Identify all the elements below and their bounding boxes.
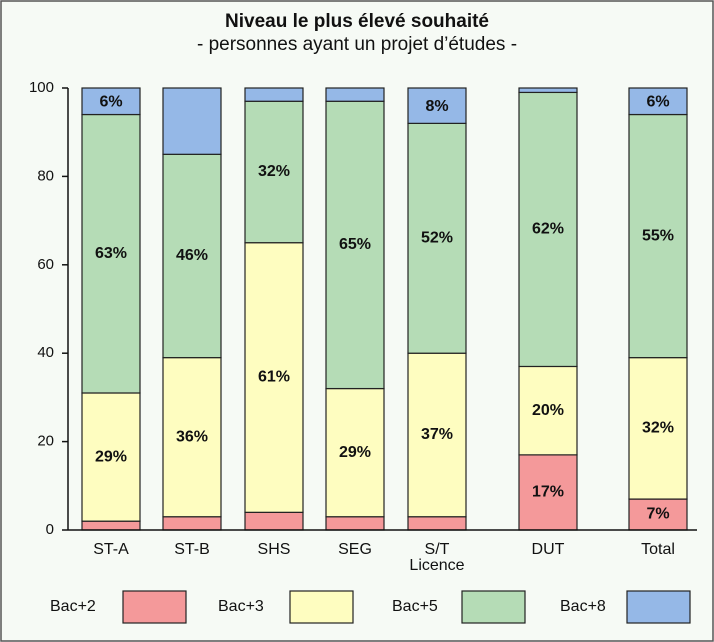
bar-segment xyxy=(628,87,688,116)
bar-segment xyxy=(81,392,141,522)
bar-segment xyxy=(325,100,385,390)
x-tick-label: DUT xyxy=(531,541,565,558)
legend-label: Bac+5 xyxy=(392,598,438,615)
bar-segment xyxy=(81,87,141,116)
bar-segment xyxy=(162,153,222,359)
value-label: 8% xyxy=(425,98,448,115)
value-label: 6% xyxy=(646,93,669,110)
bar-segment xyxy=(518,365,578,456)
bar-segment xyxy=(407,87,467,124)
bar-segment xyxy=(407,516,467,531)
bar-segment xyxy=(325,387,385,518)
bar-segment xyxy=(407,122,467,354)
x-tick-label: S/T Licence xyxy=(409,541,465,574)
value-label: 52% xyxy=(421,229,453,246)
bar-segment xyxy=(244,87,304,102)
value-label: 36% xyxy=(176,428,208,445)
chart-title: Niveau le plus élevé souhaité xyxy=(225,11,489,32)
bar-segment xyxy=(81,113,141,394)
bar-segment xyxy=(325,516,385,531)
legend-label: Bac+2 xyxy=(50,598,96,615)
y-tick-label: 40 xyxy=(37,344,54,361)
value-label: 17% xyxy=(532,484,564,501)
bar-segment xyxy=(162,516,222,531)
x-tick-label: ST-A xyxy=(93,541,129,558)
value-label: 55% xyxy=(642,227,674,244)
value-label: 29% xyxy=(339,444,371,461)
legend-swatch xyxy=(122,590,187,624)
x-tick-label: ST-B xyxy=(174,541,210,558)
legend-label: Bac+3 xyxy=(218,598,264,615)
x-tick-label: SEG xyxy=(338,541,372,558)
value-label: 32% xyxy=(258,163,290,180)
bar-segment xyxy=(628,113,688,359)
value-label: 20% xyxy=(532,402,564,419)
y-tick-label: 80 xyxy=(37,167,54,184)
value-label: 61% xyxy=(258,369,290,386)
bar-segment xyxy=(81,520,141,531)
bar-segment xyxy=(162,87,222,155)
value-label: 65% xyxy=(339,236,371,253)
bar-segment xyxy=(518,91,578,368)
legend-swatch xyxy=(289,590,354,624)
legend-swatch xyxy=(461,590,526,624)
bar-segment xyxy=(244,511,304,531)
legend-label: Bac+8 xyxy=(560,598,606,615)
value-label: 63% xyxy=(95,245,127,262)
value-label: 37% xyxy=(421,426,453,443)
legend-swatch xyxy=(626,590,691,624)
bar-segment xyxy=(325,87,385,102)
chart-subtitle: - personnes ayant un projet d’études - xyxy=(197,34,517,55)
bar-segment xyxy=(162,357,222,518)
y-tick-label: 60 xyxy=(37,256,54,273)
value-label: 6% xyxy=(99,93,122,110)
x-tick-label: SHS xyxy=(257,541,291,558)
value-label: 32% xyxy=(642,420,674,437)
y-tick-label: 0 xyxy=(46,521,54,538)
bar-segment xyxy=(518,87,578,94)
bar-segment xyxy=(407,352,467,518)
value-label: 46% xyxy=(176,247,208,264)
y-tick-label: 20 xyxy=(37,433,54,450)
value-label: 62% xyxy=(532,221,564,238)
value-label: 7% xyxy=(646,506,669,523)
value-label: 29% xyxy=(95,448,127,465)
bar-segment xyxy=(244,100,304,244)
y-tick-label: 100 xyxy=(29,79,54,96)
x-tick-label: Total xyxy=(641,541,675,558)
